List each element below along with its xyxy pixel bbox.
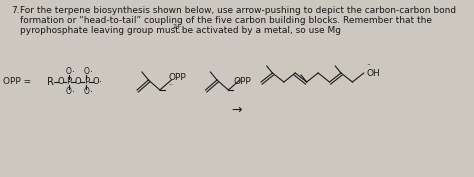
Text: P: P — [84, 78, 89, 87]
Text: R: R — [47, 77, 54, 87]
Text: O: O — [74, 78, 81, 87]
Text: P: P — [66, 78, 71, 87]
Text: O: O — [57, 78, 64, 87]
Text: ·: · — [99, 77, 102, 87]
Text: 7.: 7. — [11, 6, 20, 15]
Text: pyrophosphate leaving group must be activated by a metal, so use Mg: pyrophosphate leaving group must be acti… — [19, 26, 341, 35]
Text: O: O — [83, 67, 90, 76]
Text: For the terpene biosynthesis shown below, use arrow-pushing to depict the carbon: For the terpene biosynthesis shown below… — [19, 6, 456, 15]
Text: ·: · — [72, 87, 75, 97]
Text: formation or “head-to-tail” coupling of the five carbon building blocks. Remembe: formation or “head-to-tail” coupling of … — [19, 16, 431, 25]
Text: →: → — [231, 104, 242, 116]
Text: O: O — [65, 67, 72, 76]
Text: 2+: 2+ — [173, 24, 182, 29]
Text: OPP =: OPP = — [3, 78, 31, 87]
Text: ·: · — [72, 67, 75, 77]
Text: ·: · — [90, 67, 93, 77]
Text: O: O — [65, 87, 72, 96]
Text: OPP: OPP — [168, 73, 186, 82]
Text: OPP: OPP — [233, 78, 251, 87]
Text: ··: ·· — [168, 81, 173, 90]
Text: O: O — [83, 87, 90, 96]
Text: O: O — [92, 78, 99, 87]
Text: .: . — [178, 26, 181, 35]
Text: ··: ·· — [366, 61, 371, 70]
Text: ·: · — [90, 87, 93, 97]
Text: OH: OH — [366, 68, 380, 78]
